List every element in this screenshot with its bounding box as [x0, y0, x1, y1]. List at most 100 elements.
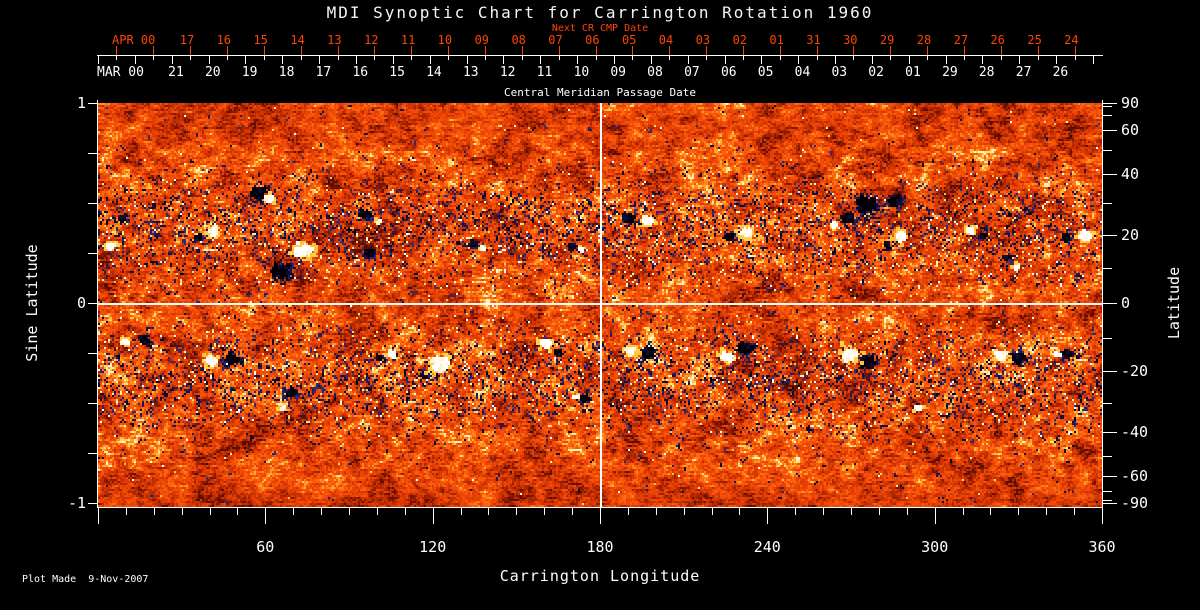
- carrington-longitude-axis-title: Carrington Longitude: [499, 567, 701, 585]
- longitude-label: 120: [419, 538, 447, 556]
- cmp-date-minor-tick: [1037, 55, 1039, 60]
- cmp-date-axis-line: [97, 55, 1103, 56]
- latitude-tick: [1103, 403, 1112, 404]
- cmp-date-tick: [908, 55, 910, 64]
- next-cr-date-label: 31: [806, 33, 821, 47]
- cmp-date-tick: [355, 55, 357, 64]
- next-cr-date-tick: [411, 46, 413, 55]
- sine-latitude-label: 0: [76, 294, 86, 312]
- longitude-tick: [1018, 507, 1020, 515]
- latitude-tick: [1103, 476, 1117, 477]
- longitude-label: 240: [753, 538, 781, 556]
- next-cr-date-tick: [116, 46, 118, 55]
- cmp-date-minor-tick: [1000, 55, 1002, 60]
- cmp-date-minor-tick: [153, 55, 155, 60]
- next-cr-date-tick: [227, 46, 228, 55]
- magnetogram-image: [98, 103, 1102, 507]
- latitude-tick: [1103, 130, 1117, 131]
- cmp-date-minor-tick: [448, 55, 450, 60]
- cmp-date-minor-tick: [964, 55, 965, 60]
- cmp-date-label: 12: [499, 65, 516, 80]
- longitude-tick: [125, 507, 127, 515]
- longitude-tick: [321, 507, 323, 515]
- plot-left-axis-line: [97, 100, 98, 508]
- next-cr-date-label: 08: [511, 33, 526, 47]
- cmp-date-minor-tick: [890, 55, 892, 60]
- next-cr-date-tick: [190, 46, 192, 55]
- longitude-label: 360: [1088, 538, 1116, 556]
- latitude-tick: [1103, 303, 1117, 304]
- next-cr-date-tick: [706, 46, 707, 55]
- next-cr-date-tick: [153, 46, 155, 55]
- next-cr-date-label: 13: [327, 33, 342, 47]
- cmp-date-tick: [282, 55, 284, 64]
- cmp-date-tick: [429, 55, 431, 64]
- cmp-date-minor-tick: [632, 55, 634, 60]
- longitude-tick: [711, 507, 713, 515]
- longitude-tick: [851, 507, 852, 515]
- cmp-date-label: 29: [942, 65, 958, 80]
- next-cr-date-label: 09: [474, 33, 490, 47]
- next-cr-date-tick: [337, 46, 339, 55]
- longitude-tick: [1046, 507, 1048, 515]
- next-cr-date-tick: [669, 46, 671, 55]
- next-cr-date-tick: [816, 46, 818, 55]
- cmp-date-label: 06: [720, 65, 737, 80]
- cmp-date-minor-tick: [669, 55, 671, 60]
- longitude-tick: [572, 507, 574, 515]
- longitude-tick: [878, 507, 880, 515]
- latitude-tick: [1103, 174, 1117, 175]
- cmp-date-minor-tick: [227, 55, 228, 60]
- next-cr-date-label: 06: [585, 33, 600, 47]
- next-cr-date-tick: [1074, 46, 1076, 55]
- longitude-tick: [516, 507, 518, 515]
- cmp-date-tick: [134, 55, 136, 64]
- next-cr-date-label: 16: [216, 33, 232, 47]
- longitude-tick: [627, 507, 629, 515]
- cmp-date-tick: [613, 55, 615, 64]
- cmp-date-tick: [245, 55, 247, 64]
- cmp-date-label: 09: [610, 65, 627, 80]
- cmp-date-minor-tick: [484, 55, 486, 60]
- next-cr-date-tick: [263, 46, 265, 55]
- cmp-date-tick: [724, 55, 726, 64]
- next-cr-date-tick: [558, 46, 560, 55]
- next-cr-date-tick: [521, 46, 523, 55]
- cmp-date-label: 19: [241, 65, 258, 80]
- next-cr-date-tick: [853, 46, 855, 55]
- latitude-tick: [1103, 432, 1117, 433]
- longitude-tick: [376, 507, 378, 515]
- cmp-date-minor-tick: [411, 55, 413, 60]
- next-cr-date-label: 17: [179, 33, 195, 47]
- next-cr-date-label: 03: [695, 33, 711, 47]
- sine-latitude-tick: [88, 453, 97, 454]
- next-cr-date-tick: [890, 46, 892, 55]
- cmp-date-minor-tick: [706, 55, 707, 60]
- longitude-tick: [460, 507, 462, 515]
- sine-latitude-tick: [88, 203, 97, 204]
- next-cr-date-label: 30: [843, 33, 858, 47]
- cmp-date-label: 03: [831, 65, 848, 80]
- cmp-date-label: 10: [573, 65, 590, 80]
- latitude-label: -20: [1121, 362, 1149, 380]
- longitude-tick: [739, 507, 741, 515]
- cmp-date-minor-tick: [853, 55, 855, 60]
- latitude-label: 20: [1121, 226, 1140, 244]
- next-cr-date-tick: [927, 46, 929, 55]
- sine-latitude-tick: [88, 353, 97, 354]
- longitude-tick: [98, 507, 99, 524]
- longitude-tick: [655, 507, 657, 515]
- latitude-tick: [1103, 106, 1112, 107]
- next-cr-date-label: 26: [990, 33, 1005, 47]
- cmp-date-label: 26: [1052, 65, 1069, 80]
- latitude-label: -60: [1121, 467, 1149, 485]
- cmp-date-tick: [1019, 55, 1021, 64]
- cmp-date-minor-tick: [190, 55, 192, 60]
- cmp-date-tick: [761, 55, 763, 64]
- next-cr-date-label: 02: [732, 33, 748, 47]
- cmp-date-label: 05: [757, 65, 774, 80]
- longitude-tick: [823, 507, 825, 515]
- latitude-label: 90: [1121, 94, 1140, 112]
- latitude-label: 40: [1121, 165, 1140, 183]
- next-cr-date-label: 15: [253, 33, 268, 47]
